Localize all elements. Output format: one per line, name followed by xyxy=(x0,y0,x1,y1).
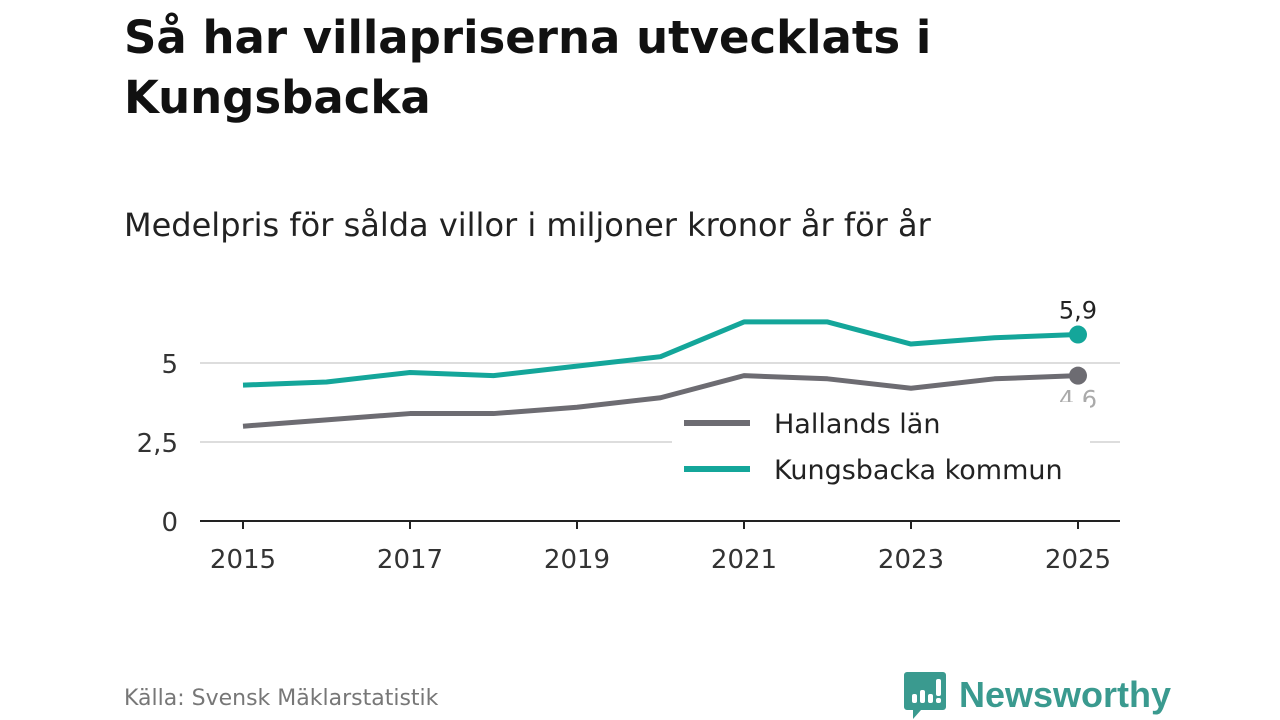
end-point-marker xyxy=(1069,366,1087,385)
end-point-marker xyxy=(1069,325,1087,344)
x-tick-label: 2015 xyxy=(210,545,276,575)
y-tick-label: 5 xyxy=(161,350,178,380)
end-value-label: 5,9 xyxy=(1059,297,1097,325)
legend-label: Kungsbacka kommun xyxy=(774,455,1063,486)
logo-text: Newsworthy xyxy=(959,674,1172,715)
x-tick-label: 2019 xyxy=(544,545,610,575)
chart-subtitle: Medelpris för sålda villor i miljoner kr… xyxy=(124,206,931,244)
legend-label: Hallands län xyxy=(774,409,940,440)
newsworthy-logo: Newsworthy xyxy=(903,670,1171,720)
chart-title: Så har villapriserna utvecklats i Kungsb… xyxy=(124,11,932,124)
y-tick-label: 2,5 xyxy=(137,429,178,459)
x-tick-label: 2023 xyxy=(878,545,944,575)
x-tick-label: 2017 xyxy=(377,545,443,575)
series-line-0 xyxy=(242,373,1079,429)
x-tick-label: 2025 xyxy=(1045,545,1111,575)
series-line-1 xyxy=(242,319,1079,388)
newsworthy-logo-icon xyxy=(904,672,946,719)
y-tick-label: 0 xyxy=(161,508,178,538)
source-note: Källa: Svensk Mäklarstatistik xyxy=(124,686,439,711)
x-tick-label: 2021 xyxy=(711,545,777,575)
legend-background xyxy=(672,402,1090,498)
